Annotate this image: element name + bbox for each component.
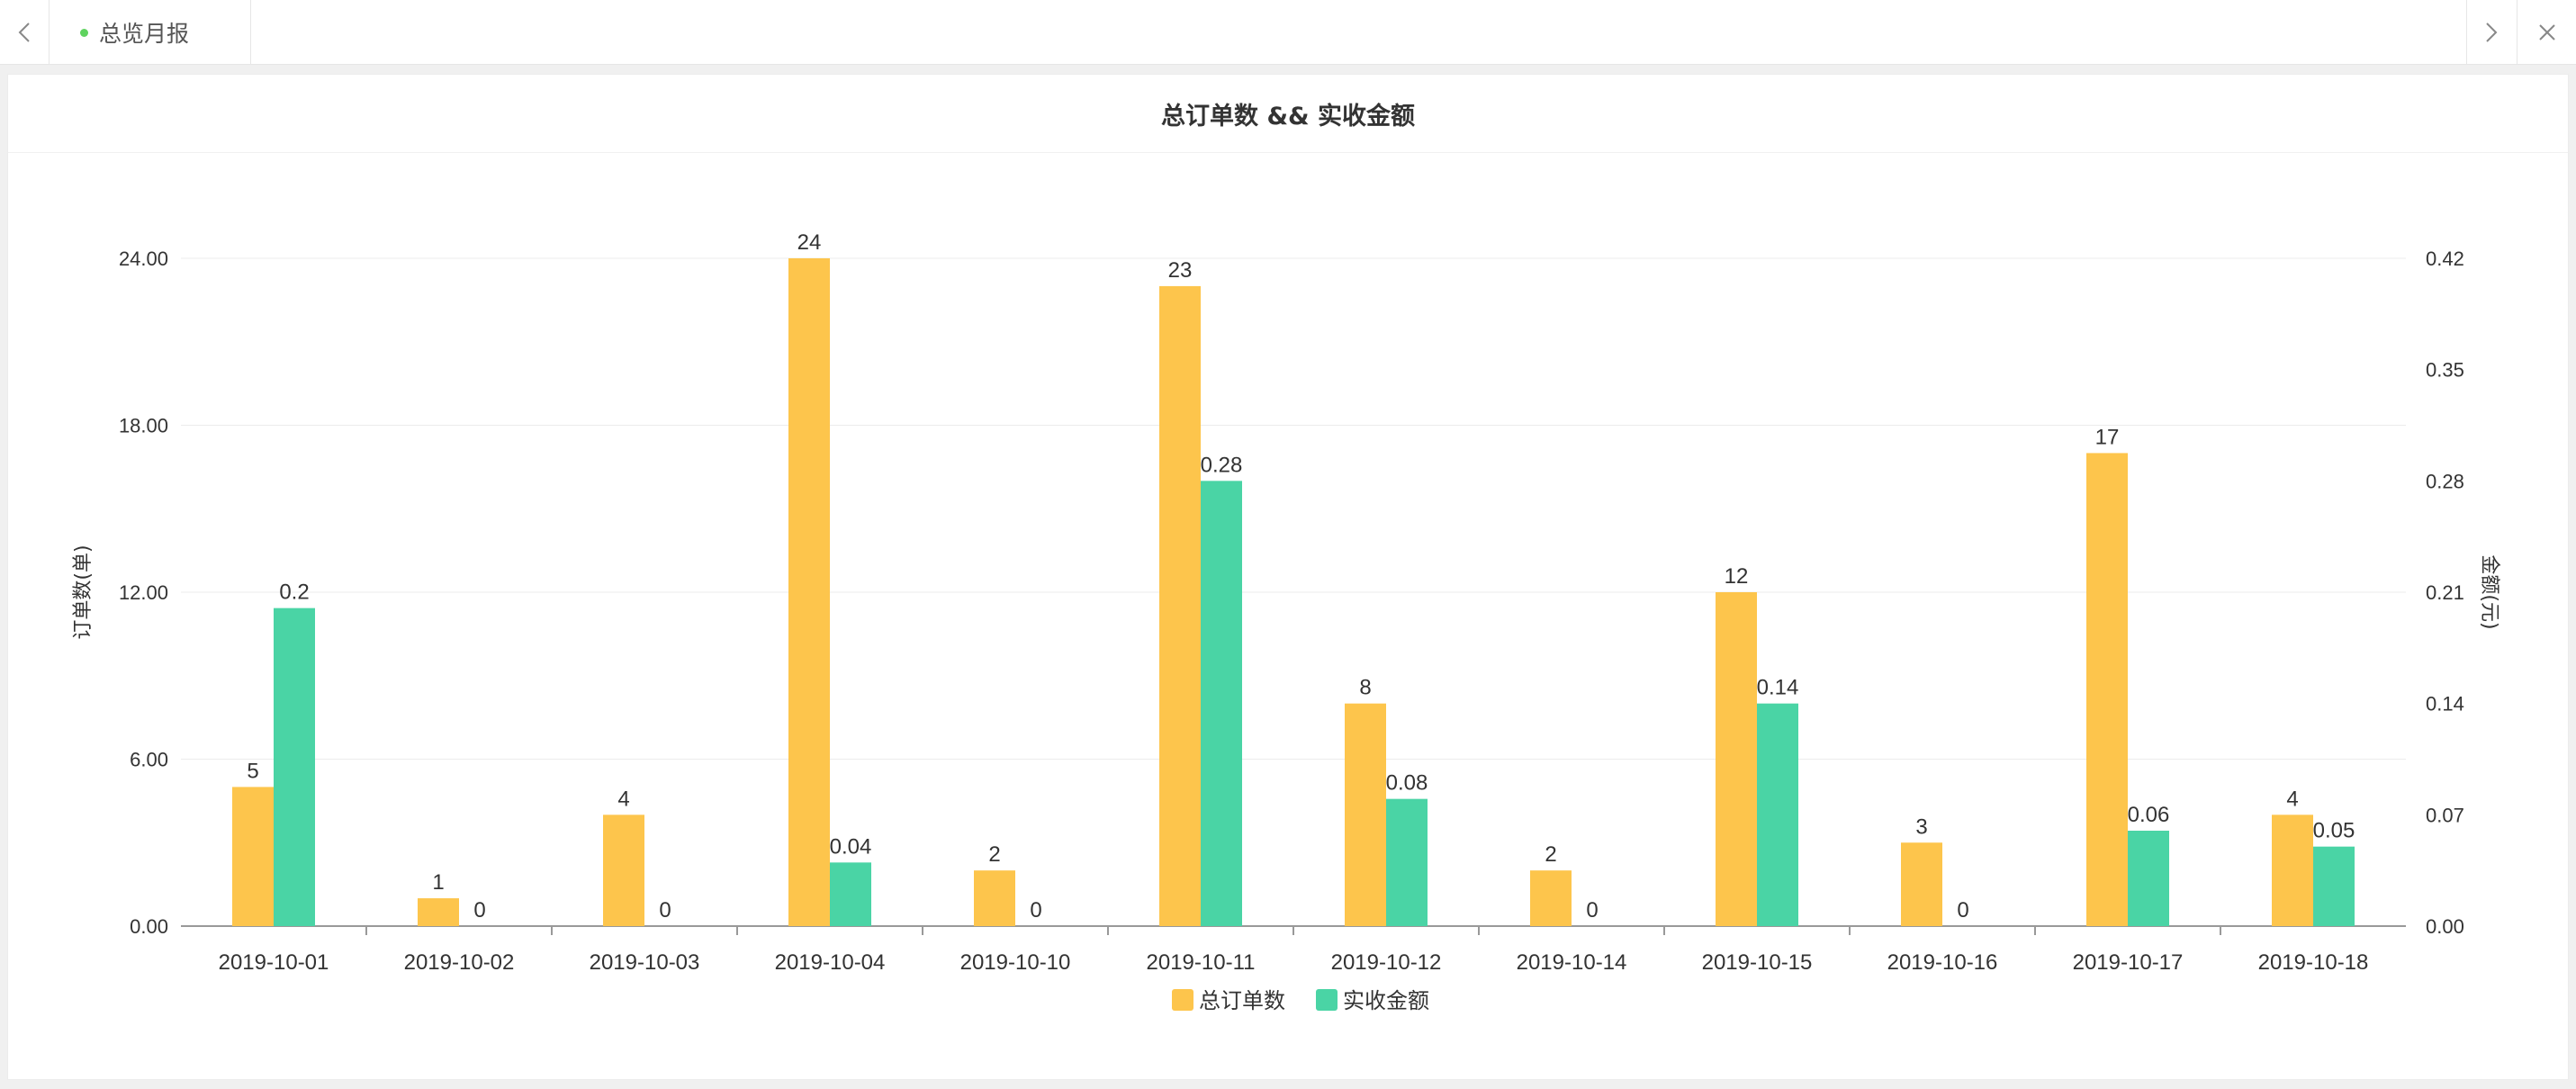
bar-orders [788, 258, 830, 926]
y-right-axis-title: 金额(元) [2478, 554, 2500, 629]
data-label-amount: 0 [659, 898, 671, 922]
y-right-tick-label: 0.35 [2426, 359, 2464, 382]
data-label-amount: 0.08 [1386, 771, 1428, 796]
data-label-orders: 5 [247, 759, 258, 783]
data-label-amount: 0.28 [1201, 453, 1243, 477]
bar-amount [830, 862, 871, 926]
x-tick-label: 2019-10-10 [960, 950, 1071, 975]
tab-scroll-right-button[interactable] [2466, 0, 2516, 65]
data-label-orders: 24 [797, 230, 822, 255]
data-label-orders: 8 [1359, 676, 1371, 700]
bar-orders [1530, 870, 1572, 926]
data-label-amount: 0 [1030, 898, 1041, 922]
x-tick-label: 2019-10-15 [1702, 950, 1813, 975]
chevron-left-icon [18, 22, 30, 42]
bar-orders [2272, 814, 2313, 926]
x-tick-label: 2019-10-17 [2073, 950, 2184, 975]
tab-overview-monthly-report[interactable]: 总览月报 [50, 0, 251, 65]
data-label-amount: 0.06 [2128, 803, 2170, 827]
chevron-right-icon [2486, 22, 2498, 42]
data-label-orders: 23 [1168, 258, 1193, 283]
data-label-orders: 4 [2286, 787, 2298, 811]
data-label-orders: 1 [432, 870, 444, 895]
x-tick-label: 2019-10-16 [1887, 950, 1998, 975]
y-left-tick-label: 24.00 [119, 248, 168, 270]
data-label-amount: 0.04 [830, 834, 872, 859]
y-right-tick-label: 0.14 [2426, 693, 2464, 716]
chart: 0.006.0012.0018.0024.000.000.070.140.210… [72, 230, 2500, 1013]
x-tick-label: 2019-10-18 [2258, 950, 2369, 975]
bar-orders [1345, 703, 1386, 926]
close-tabs-button[interactable] [2517, 0, 2576, 65]
data-label-amount: 0.05 [2313, 819, 2355, 843]
data-label-orders: 2 [1545, 842, 1556, 867]
bar-orders [232, 787, 274, 926]
bar-orders [418, 898, 459, 926]
bar-orders [1716, 592, 1757, 926]
data-label-amount: 0.2 [279, 580, 309, 605]
chart-panel: 总订单数 && 实收金额 0.00 6.00 12.00 18.00 24.00 0.00… [7, 74, 2569, 1080]
data-label-amount: 0.14 [1757, 676, 1799, 700]
panel-header: 总订单数 && 实收金额 [8, 75, 2568, 153]
bar-orders [1159, 285, 1201, 926]
data-label-amount: 0 [473, 898, 485, 922]
bar-orders [974, 870, 1015, 926]
x-tick-label: 2019-10-04 [775, 950, 886, 975]
x-tick-label: 2019-10-11 [1147, 950, 1256, 975]
active-dot-icon [80, 28, 88, 37]
y-left-axis-title: 订单数(单) [72, 544, 95, 639]
chart-title: 总订单数 && 实收金额 [1161, 102, 1415, 130]
data-label-orders: 3 [1915, 814, 1927, 839]
x-tick-label: 2019-10-01 [219, 950, 329, 975]
y-left-tick-label: 6.00 [130, 749, 168, 771]
data-label-orders: 4 [617, 787, 629, 811]
y-right-tick-label: 0.42 [2426, 248, 2464, 270]
x-tick-label: 2019-10-03 [590, 950, 700, 975]
bar-amount [2128, 831, 2169, 926]
y-left-tick-label: 18.00 [119, 415, 168, 437]
y-right-tick-label: 0.28 [2426, 470, 2464, 492]
x-tick-label: 2019-10-12 [1331, 950, 1442, 975]
legend-label: 总订单数 [1199, 988, 1285, 1013]
bar-orders [1901, 842, 1942, 926]
y-left-tick-label: 0.00 [130, 915, 168, 938]
bar-amount [1201, 481, 1242, 926]
data-label-amount: 0 [1957, 898, 1968, 922]
y-right-tick-label: 0.07 [2426, 804, 2464, 826]
bar-amount [2313, 846, 2355, 926]
legend-swatch [1172, 989, 1193, 1011]
tab-bar: 总览月报 [0, 0, 2576, 65]
bar-orders [603, 814, 644, 926]
data-label-orders: 17 [2095, 425, 2120, 449]
bar-amount [1386, 798, 1428, 926]
bar-amount [274, 608, 315, 926]
x-tick-label: 2019-10-14 [1517, 950, 1627, 975]
y-left-tick-label: 12.00 [119, 581, 168, 604]
tab-label: 总览月报 [99, 21, 190, 47]
y-right-tick-label: 0.00 [2426, 915, 2464, 938]
legend-swatch [1316, 989, 1338, 1011]
x-tick-label: 2019-10-02 [404, 950, 515, 975]
legend-label: 实收金额 [1343, 988, 1429, 1013]
data-label-orders: 2 [988, 842, 1000, 867]
y-right-tick-label: 0.21 [2426, 581, 2464, 604]
data-label-orders: 12 [1725, 564, 1749, 589]
bar-orders [2086, 453, 2128, 927]
bar-amount [1757, 703, 1798, 926]
close-icon [2539, 24, 2555, 40]
tab-scroll-left-button[interactable] [0, 0, 50, 65]
data-label-amount: 0 [1586, 898, 1598, 922]
